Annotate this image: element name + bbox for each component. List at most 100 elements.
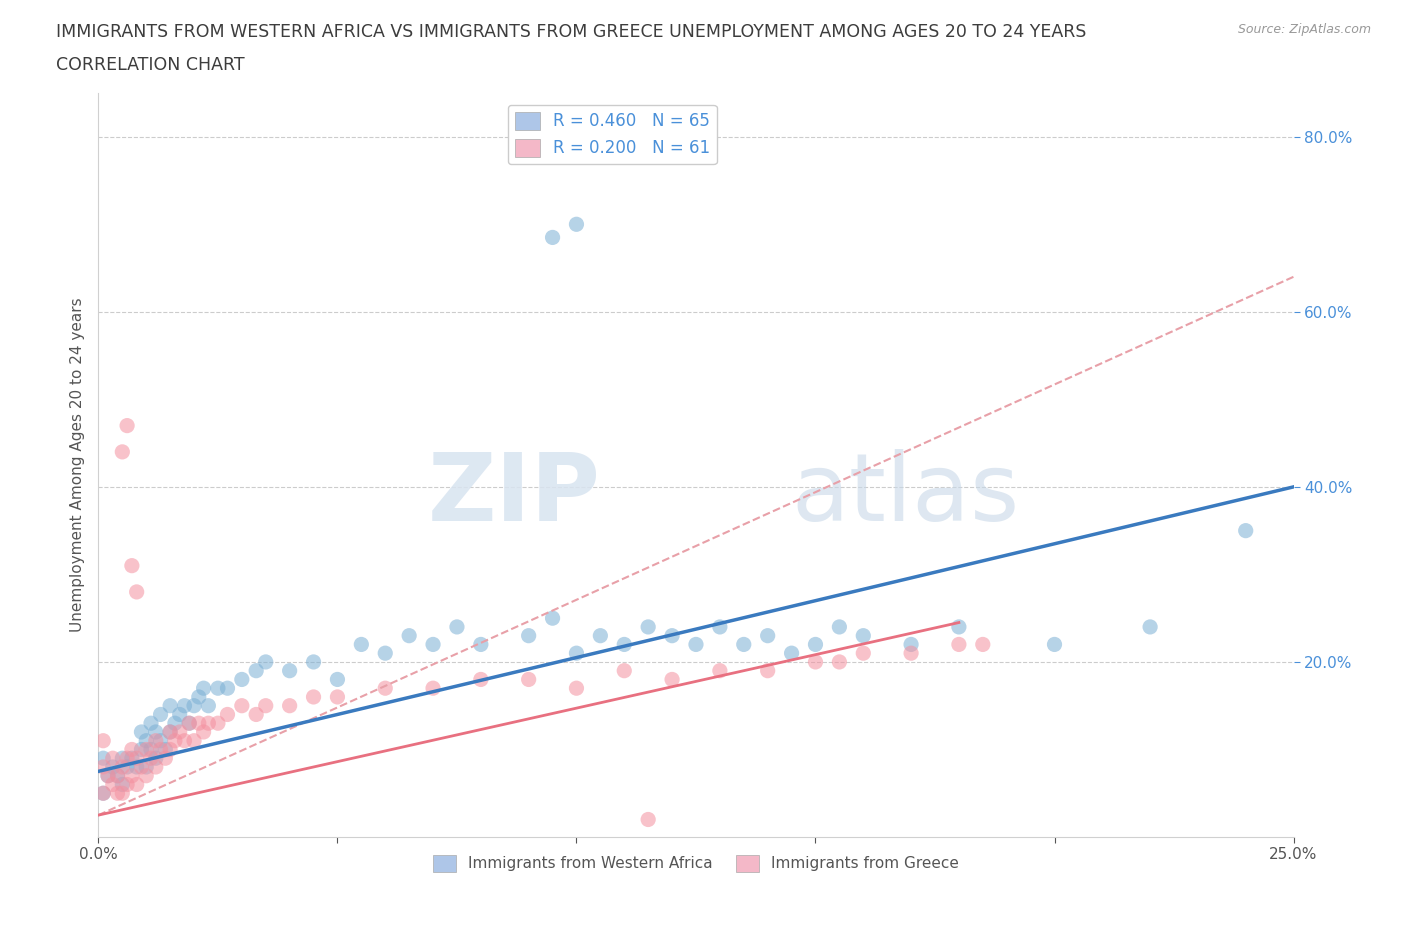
Point bbox=[139, 742, 162, 757]
Point bbox=[207, 681, 229, 696]
Point bbox=[852, 629, 875, 644]
Point bbox=[326, 689, 349, 704]
Text: CORRELATION CHART: CORRELATION CHART bbox=[56, 56, 245, 73]
Point bbox=[173, 698, 195, 713]
Point bbox=[828, 655, 851, 670]
Point bbox=[197, 698, 219, 713]
Point bbox=[565, 645, 588, 660]
Point bbox=[804, 637, 827, 652]
Point bbox=[163, 733, 186, 748]
Point bbox=[131, 760, 153, 775]
Point bbox=[756, 629, 779, 644]
Point bbox=[231, 672, 253, 687]
Point bbox=[374, 645, 396, 660]
Point bbox=[115, 760, 138, 775]
Point bbox=[111, 751, 134, 765]
Point bbox=[149, 733, 172, 748]
Point bbox=[91, 751, 114, 765]
Point bbox=[852, 645, 875, 660]
Point bbox=[125, 760, 148, 775]
Point bbox=[685, 637, 707, 652]
Point bbox=[245, 707, 267, 722]
Point bbox=[111, 445, 134, 459]
Point bbox=[187, 716, 209, 731]
Point bbox=[661, 672, 683, 687]
Point bbox=[565, 217, 588, 232]
Point bbox=[131, 742, 153, 757]
Point bbox=[149, 707, 172, 722]
Point bbox=[217, 681, 239, 696]
Point bbox=[149, 742, 172, 757]
Point bbox=[613, 637, 636, 652]
Point bbox=[541, 611, 564, 626]
Point bbox=[101, 777, 124, 792]
Point bbox=[159, 742, 181, 757]
Point bbox=[111, 777, 134, 792]
Point bbox=[135, 733, 157, 748]
Point bbox=[302, 689, 325, 704]
Point bbox=[139, 716, 162, 731]
Point bbox=[135, 760, 157, 775]
Point bbox=[589, 629, 612, 644]
Point bbox=[613, 663, 636, 678]
Point bbox=[145, 733, 167, 748]
Point bbox=[733, 637, 755, 652]
Point bbox=[131, 724, 153, 739]
Text: atlas: atlas bbox=[792, 449, 1019, 540]
Point bbox=[125, 777, 148, 792]
Point bbox=[97, 768, 120, 783]
Text: Source: ZipAtlas.com: Source: ZipAtlas.com bbox=[1237, 23, 1371, 36]
Point bbox=[121, 768, 143, 783]
Legend: Immigrants from Western Africa, Immigrants from Greece: Immigrants from Western Africa, Immigran… bbox=[427, 849, 965, 878]
Point bbox=[187, 689, 209, 704]
Point bbox=[1043, 637, 1066, 652]
Point bbox=[107, 768, 129, 783]
Point bbox=[183, 698, 205, 713]
Point bbox=[155, 742, 177, 757]
Point bbox=[1234, 524, 1257, 538]
Point bbox=[115, 777, 138, 792]
Point bbox=[207, 716, 229, 731]
Point bbox=[125, 751, 148, 765]
Point bbox=[470, 672, 492, 687]
Point bbox=[422, 637, 444, 652]
Point bbox=[179, 716, 201, 731]
Point bbox=[254, 698, 277, 713]
Point bbox=[107, 786, 129, 801]
Point bbox=[139, 751, 162, 765]
Point bbox=[709, 663, 731, 678]
Point bbox=[709, 619, 731, 634]
Point bbox=[756, 663, 779, 678]
Point bbox=[97, 768, 120, 783]
Point bbox=[446, 619, 468, 634]
Point bbox=[159, 724, 181, 739]
Point bbox=[179, 716, 201, 731]
Point bbox=[101, 751, 124, 765]
Point bbox=[145, 724, 167, 739]
Point bbox=[91, 786, 114, 801]
Point bbox=[159, 698, 181, 713]
Point bbox=[517, 629, 540, 644]
Point bbox=[245, 663, 267, 678]
Point bbox=[278, 698, 301, 713]
Point bbox=[278, 663, 301, 678]
Point bbox=[145, 751, 167, 765]
Y-axis label: Unemployment Among Ages 20 to 24 years: Unemployment Among Ages 20 to 24 years bbox=[69, 298, 84, 632]
Point bbox=[231, 698, 253, 713]
Point bbox=[125, 584, 148, 599]
Point bbox=[193, 724, 215, 739]
Point bbox=[637, 619, 659, 634]
Point bbox=[135, 742, 157, 757]
Point bbox=[155, 751, 177, 765]
Point bbox=[91, 786, 114, 801]
Point bbox=[470, 637, 492, 652]
Point bbox=[972, 637, 994, 652]
Point bbox=[254, 655, 277, 670]
Point bbox=[121, 742, 143, 757]
Point bbox=[183, 733, 205, 748]
Point bbox=[121, 751, 143, 765]
Point bbox=[111, 786, 134, 801]
Point bbox=[101, 760, 124, 775]
Point bbox=[828, 619, 851, 634]
Text: ZIP: ZIP bbox=[427, 449, 600, 540]
